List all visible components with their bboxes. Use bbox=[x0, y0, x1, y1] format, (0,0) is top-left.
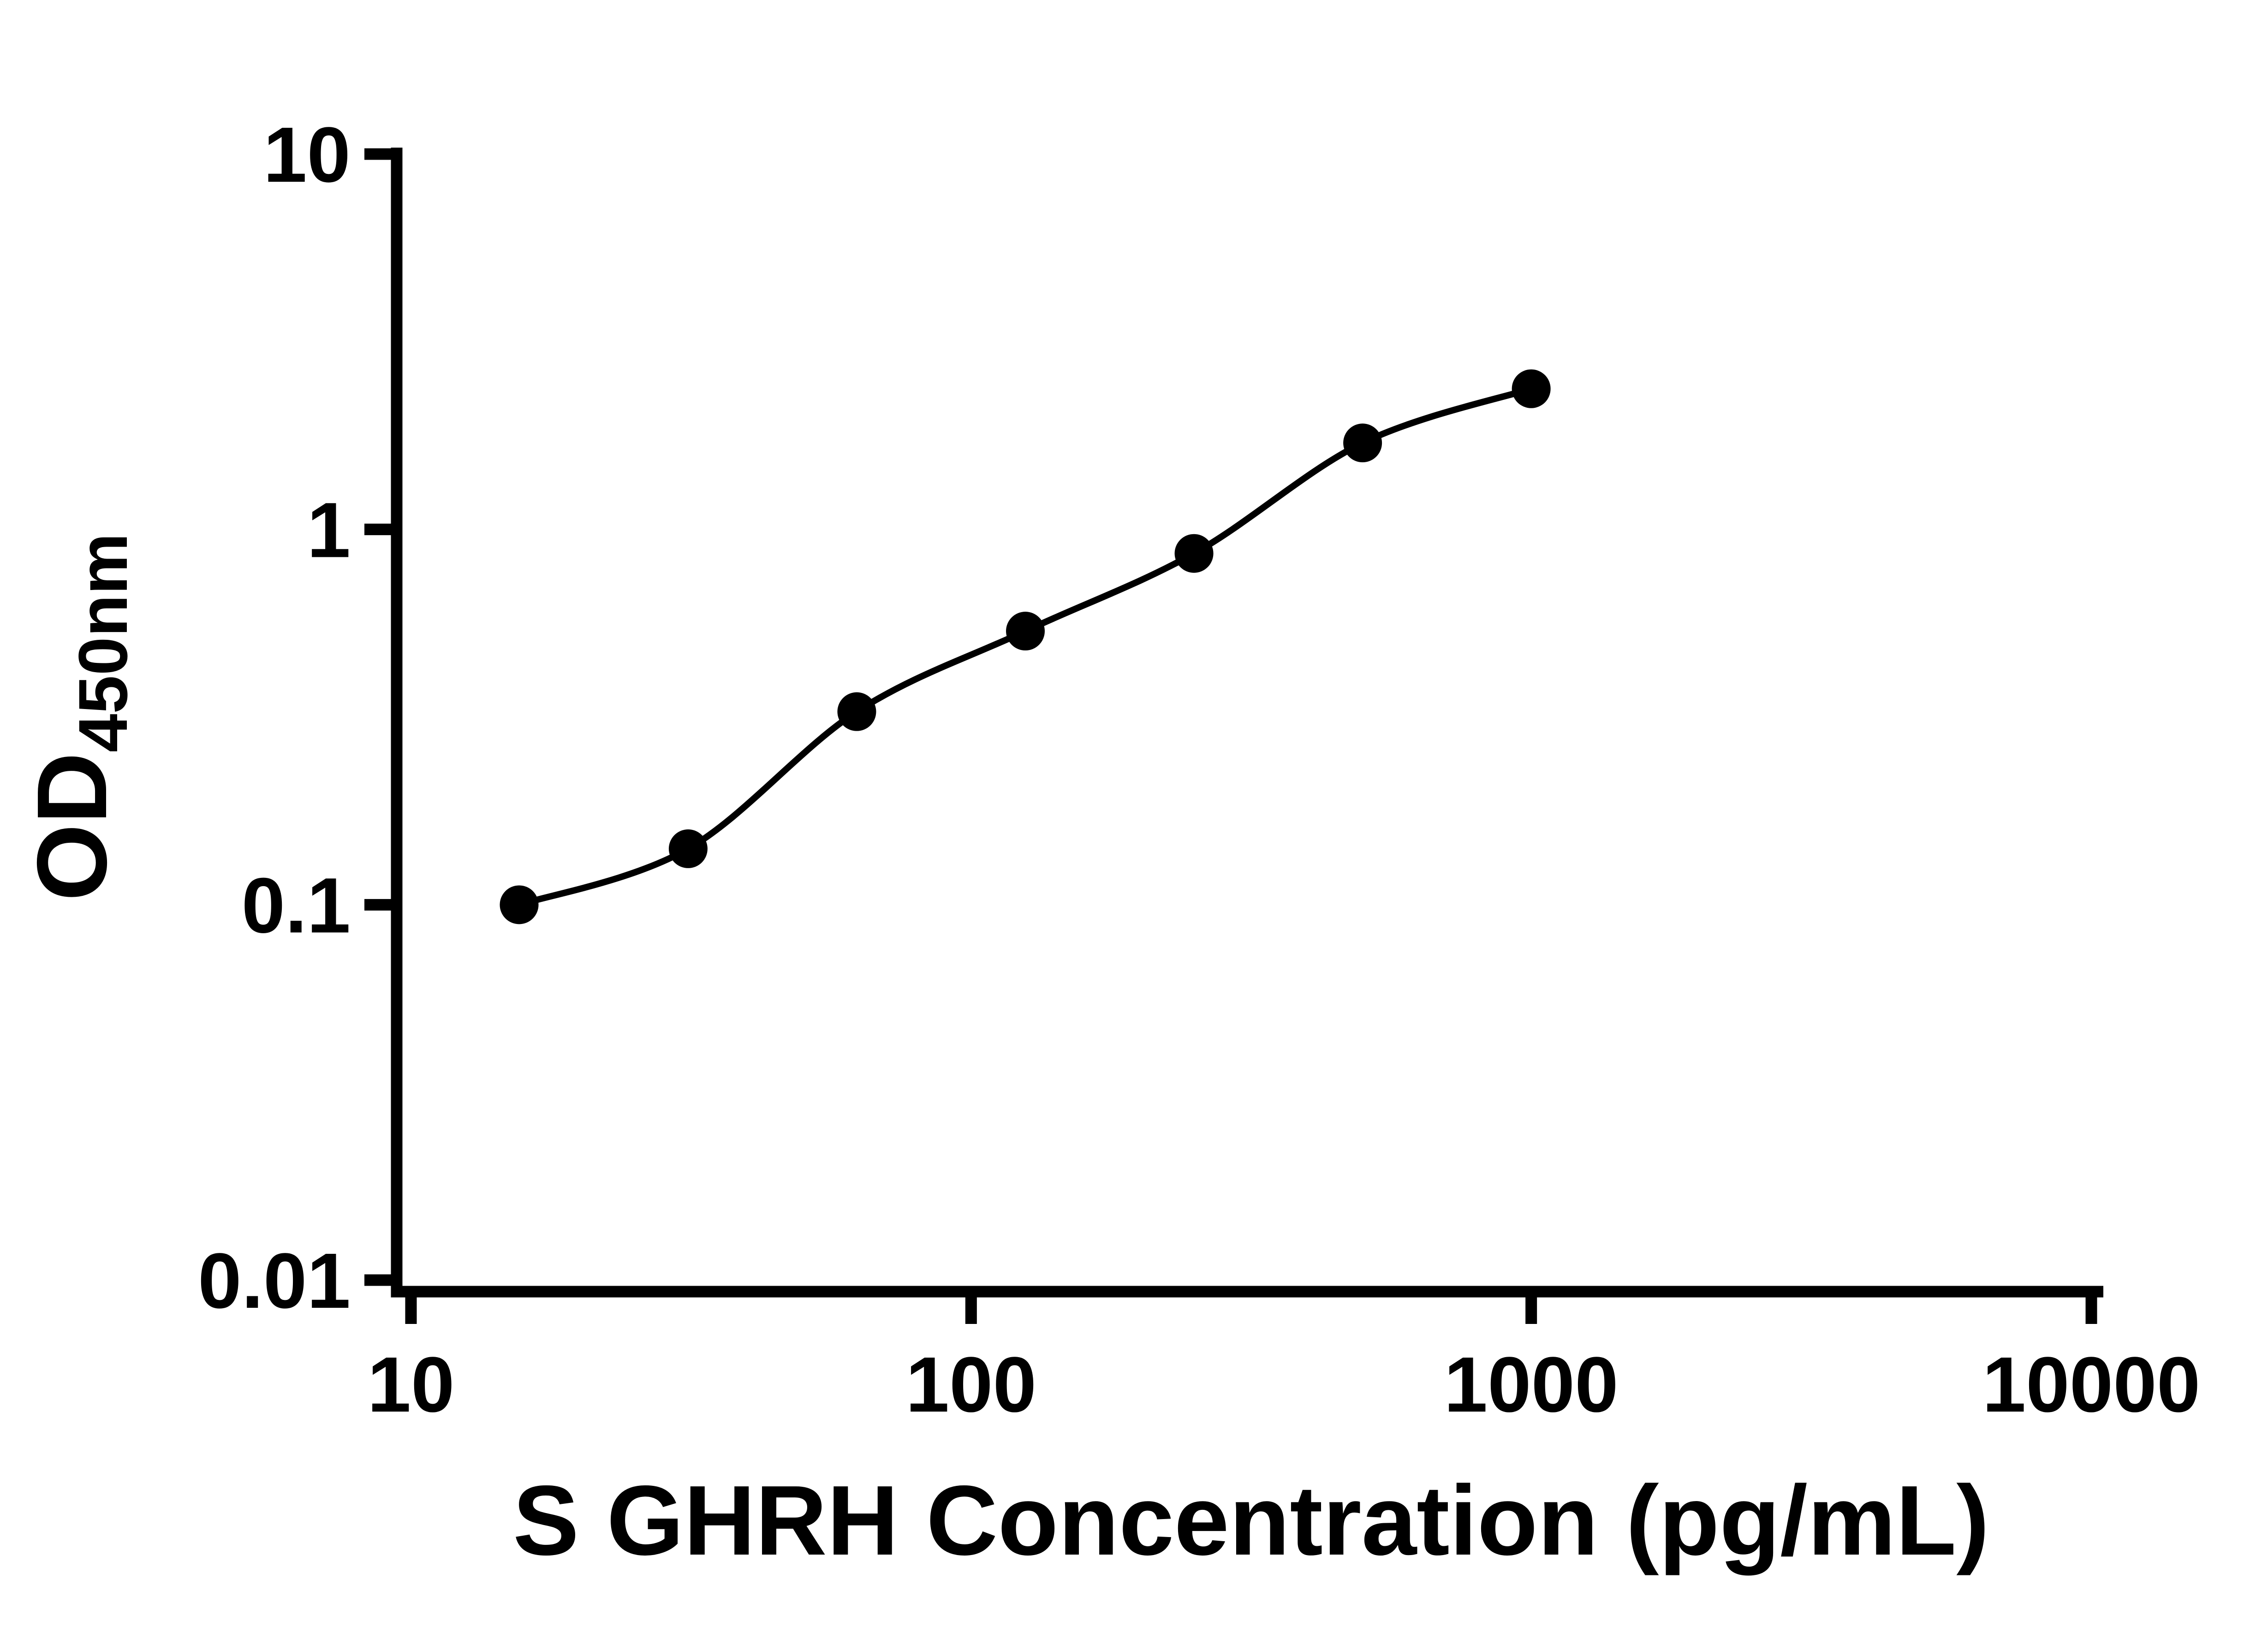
data-point bbox=[500, 885, 539, 924]
data-point bbox=[1174, 534, 1214, 573]
y-axis-title: OD450nm bbox=[16, 533, 142, 901]
x-tick-label: 100 bbox=[906, 1341, 1037, 1429]
data-point bbox=[1006, 612, 1045, 651]
y-axis-title-main: OD bbox=[16, 752, 127, 901]
y-tick-label: 0.1 bbox=[242, 862, 351, 949]
x-axis-title: S GHRH Concentration (pg/mL) bbox=[513, 1465, 1989, 1576]
x-tick-label: 1000 bbox=[1444, 1341, 1619, 1429]
y-tick-label: 1 bbox=[307, 487, 351, 574]
data-point bbox=[668, 829, 708, 868]
x-tick-label: 10 bbox=[367, 1341, 454, 1429]
x-tick-label: 10000 bbox=[1982, 1341, 2201, 1429]
data-point bbox=[837, 692, 876, 731]
y-tick-label: 0.01 bbox=[198, 1237, 351, 1325]
y-axis-title-subscript: 450nm bbox=[64, 533, 142, 752]
y-tick-label: 10 bbox=[263, 111, 351, 199]
data-point bbox=[1343, 423, 1382, 463]
data-point bbox=[1512, 369, 1551, 408]
